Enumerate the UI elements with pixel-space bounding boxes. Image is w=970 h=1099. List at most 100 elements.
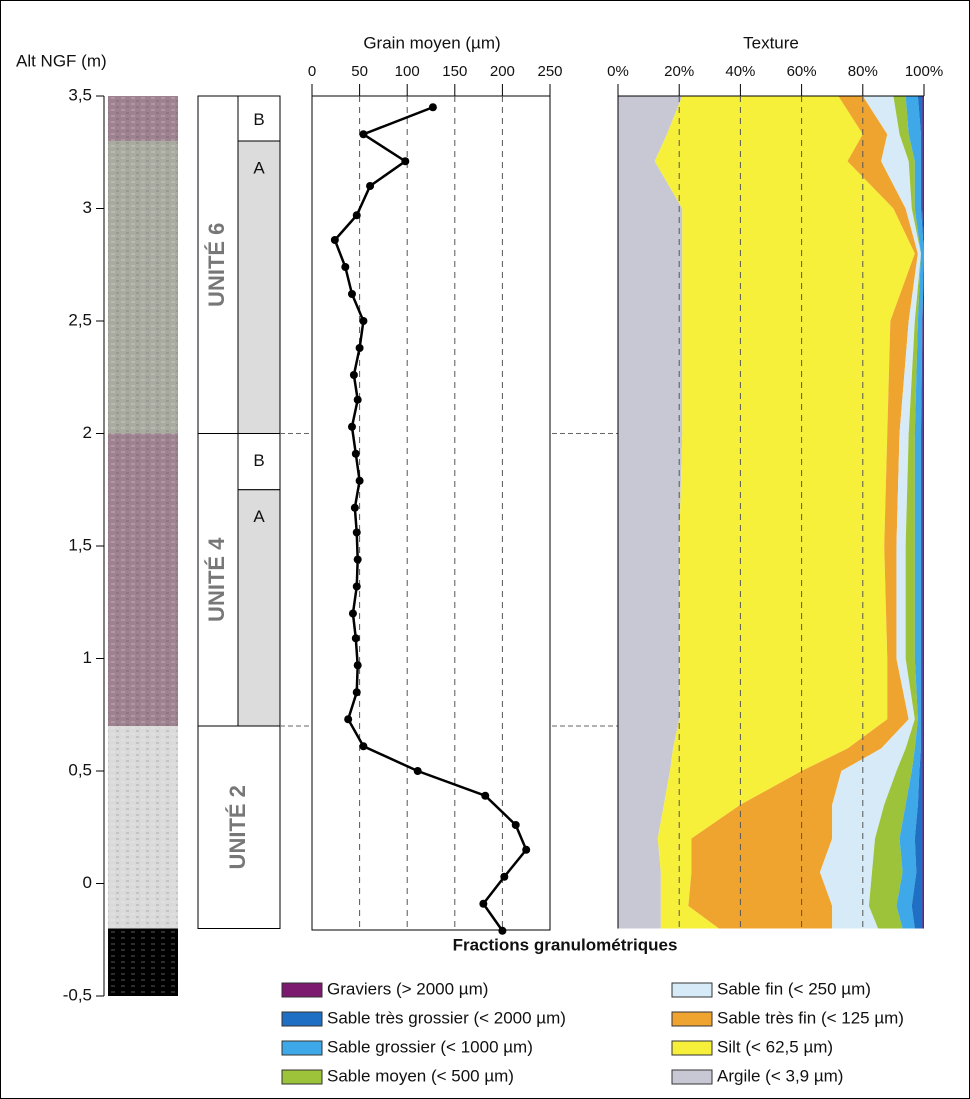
grain-point [349, 371, 358, 379]
x-tick-label: 40% [725, 63, 755, 80]
lithology-texture [108, 96, 178, 141]
lithology-texture [108, 928, 178, 996]
y-tick-label: 1,5 [68, 535, 92, 554]
unit-label: UNITÉ 4 [204, 537, 229, 622]
lithology-texture [108, 726, 178, 929]
grain-point [366, 182, 375, 190]
legend-title: Fractions granulométriques [453, 935, 678, 954]
x-tick-label: 200 [490, 63, 515, 80]
chart-title: Grain moyen (µm) [363, 33, 500, 52]
legend-label: Argile (< 3,9 µm) [717, 1066, 843, 1085]
subunit-label: B [253, 110, 264, 129]
chart-title: Texture [743, 33, 799, 52]
y-tick-label: 3,5 [68, 85, 92, 104]
grain-point [359, 742, 368, 751]
subunit-box [237, 489, 281, 727]
grain-point [428, 103, 437, 112]
texture-area [896, 96, 924, 929]
legend-label: Graviers (> 2000 µm) [327, 979, 488, 998]
grain-point [498, 926, 507, 935]
y-tick-label: 2,5 [68, 310, 92, 329]
y-tick-label: 2 [83, 423, 92, 442]
legend-label: Sable grossier (< 1000 µm) [327, 1037, 533, 1056]
grain-point [352, 688, 361, 697]
legend-label: Sable très grossier (< 2000 µm) [327, 1008, 566, 1027]
grain-point [355, 344, 364, 352]
legend-swatch [281, 1011, 323, 1027]
grain-point [355, 476, 364, 485]
grain-point [522, 845, 531, 854]
texture-area [922, 96, 924, 929]
grain-point [479, 899, 488, 908]
texture-area [618, 96, 683, 929]
x-tick-label: 20% [664, 63, 694, 80]
grain-point [348, 609, 357, 618]
subunit-box [237, 140, 281, 434]
legend-swatch [671, 1011, 713, 1027]
x-tick-label: 0% [607, 63, 629, 80]
unit-label: UNITÉ 2 [225, 785, 250, 869]
texture-area [911, 96, 924, 929]
subunit-label: A [253, 158, 265, 177]
y-tick-label: -0,5 [63, 985, 92, 1004]
subunit-label: B [253, 451, 264, 470]
grain-point [350, 503, 359, 512]
grain-point [359, 130, 368, 139]
legend-swatch [281, 1069, 323, 1085]
x-tick-label: 0 [308, 63, 316, 80]
subunit-box [237, 433, 281, 491]
grain-point [330, 236, 339, 244]
grain-point [353, 555, 362, 564]
grain-point [481, 791, 490, 800]
x-tick-label: 150 [442, 63, 467, 80]
grain-point [353, 661, 362, 670]
grain-point [347, 290, 356, 298]
texture-area [654, 96, 915, 929]
x-tick-label: 100% [905, 63, 943, 80]
grain-point [352, 211, 361, 220]
plot-area [311, 95, 551, 931]
grain-line [333, 106, 528, 932]
texture-area [819, 96, 921, 929]
grain-point [352, 528, 361, 537]
legend-swatch [281, 1040, 323, 1056]
legend-swatch [671, 1040, 713, 1056]
legend-label: Silt (< 62,5 µm) [717, 1037, 833, 1056]
legend-label: Sable moyen (< 500 µm) [327, 1066, 514, 1085]
y-tick-label: 3 [83, 198, 92, 217]
grain-point [511, 821, 520, 829]
grain-point [353, 395, 362, 404]
lithology-texture [108, 433, 178, 726]
y-tick-label: 0,5 [68, 760, 92, 779]
grain-point [344, 715, 353, 724]
y-tick-label: 0 [83, 873, 92, 892]
lithology-texture [108, 141, 178, 434]
grain-point [413, 767, 422, 775]
texture-area [868, 96, 921, 929]
grain-point [341, 263, 350, 271]
grain-point [351, 449, 360, 458]
grain-point [359, 317, 368, 325]
subunit-label: A [253, 507, 265, 526]
unit-box [197, 725, 281, 929]
x-tick-label: 80% [848, 63, 878, 80]
grain-point [401, 157, 410, 166]
legend-label: Sable fin (< 250 µm) [717, 979, 871, 998]
grain-point [351, 634, 360, 643]
axis-label: Alt NGF (m) [16, 51, 107, 70]
x-tick-label: 250 [537, 63, 562, 80]
texture-area [688, 96, 918, 929]
legend-label: Sable très fin (< 125 µm) [717, 1008, 904, 1027]
grain-point [500, 872, 509, 881]
legend-swatch [281, 982, 323, 998]
y-tick-label: 1 [83, 648, 92, 667]
x-tick-label: 60% [787, 63, 817, 80]
legend-swatch [671, 1069, 713, 1085]
grain-point [352, 582, 361, 591]
legend-swatch [671, 982, 713, 998]
x-tick-label: 50 [351, 63, 368, 80]
subunit-box [237, 95, 281, 142]
x-tick-label: 100 [395, 63, 420, 80]
unit-label: UNITÉ 6 [204, 223, 229, 307]
